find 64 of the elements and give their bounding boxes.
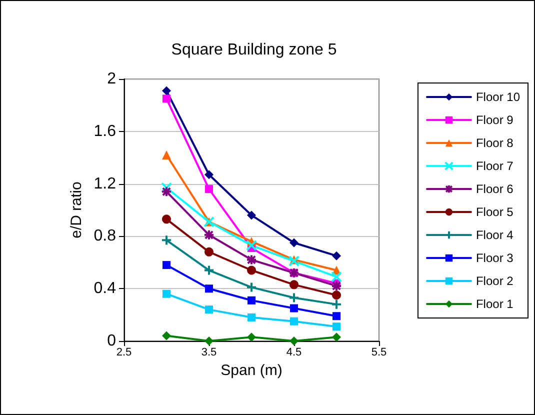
- point: [205, 185, 213, 194]
- point: [246, 240, 257, 251]
- point: [204, 264, 214, 276]
- point: [290, 317, 298, 326]
- point: [247, 266, 256, 275]
- point: [290, 304, 298, 312]
- point: [162, 150, 171, 160]
- legend-label: Floor 9: [476, 113, 514, 127]
- point: [248, 296, 256, 304]
- point: [204, 247, 214, 256]
- point: [288, 292, 300, 304]
- point: [288, 256, 300, 267]
- point: [332, 312, 340, 320]
- point: [162, 290, 170, 298]
- point: [204, 229, 214, 240]
- point: [331, 298, 342, 310]
- point: [205, 284, 213, 293]
- point: [331, 280, 342, 292]
- y-tick-label: 1.2: [94, 175, 116, 192]
- chart-title: Square Building zone 5: [171, 42, 337, 58]
- point: [161, 186, 172, 198]
- x-tick-label: 3.5: [201, 346, 217, 358]
- point: [161, 182, 172, 194]
- point: [332, 322, 340, 331]
- x-tick-label: 4.5: [286, 346, 302, 358]
- point: [332, 290, 341, 300]
- y-tick-label: 1.6: [94, 122, 116, 140]
- legend-label: Floor 6: [476, 182, 514, 196]
- point: [247, 332, 256, 342]
- point: [290, 238, 298, 248]
- legend-label: Floor 4: [476, 228, 514, 242]
- legend-label: Floor 5: [476, 205, 514, 219]
- point: [161, 234, 172, 246]
- point: [248, 313, 256, 322]
- legend-label: Floor 10: [476, 90, 520, 104]
- y-tick-label: 2: [107, 70, 116, 88]
- point: [290, 336, 298, 346]
- point: [204, 170, 214, 180]
- point: [290, 280, 298, 290]
- x-axis-title: Span (m): [220, 362, 282, 379]
- legend-label: Floor 3: [476, 251, 514, 265]
- point: [246, 282, 257, 293]
- point: [247, 210, 256, 220]
- point: [162, 86, 171, 96]
- point: [162, 331, 171, 340]
- x-tick-label: 2.5: [116, 346, 132, 358]
- y-axis-title: e/D ratio: [68, 182, 85, 238]
- legend-label: Floor 8: [476, 136, 514, 150]
- y-tick-label: 0.8: [94, 228, 116, 245]
- point: [331, 271, 342, 282]
- legend-label: Floor 2: [476, 274, 514, 288]
- point: [332, 251, 341, 260]
- legend-label: Floor 1: [476, 297, 514, 311]
- point: [205, 306, 213, 314]
- y-tick-label: 0.4: [94, 280, 116, 298]
- x-tick-label: 5.5: [371, 346, 387, 358]
- y-tick-label: 0: [107, 332, 116, 350]
- point: [332, 332, 341, 342]
- point: [204, 336, 214, 346]
- point: [162, 261, 170, 270]
- point: [162, 214, 171, 224]
- point: [162, 94, 170, 103]
- legend-label: Floor 7: [476, 159, 514, 173]
- point: [246, 254, 257, 266]
